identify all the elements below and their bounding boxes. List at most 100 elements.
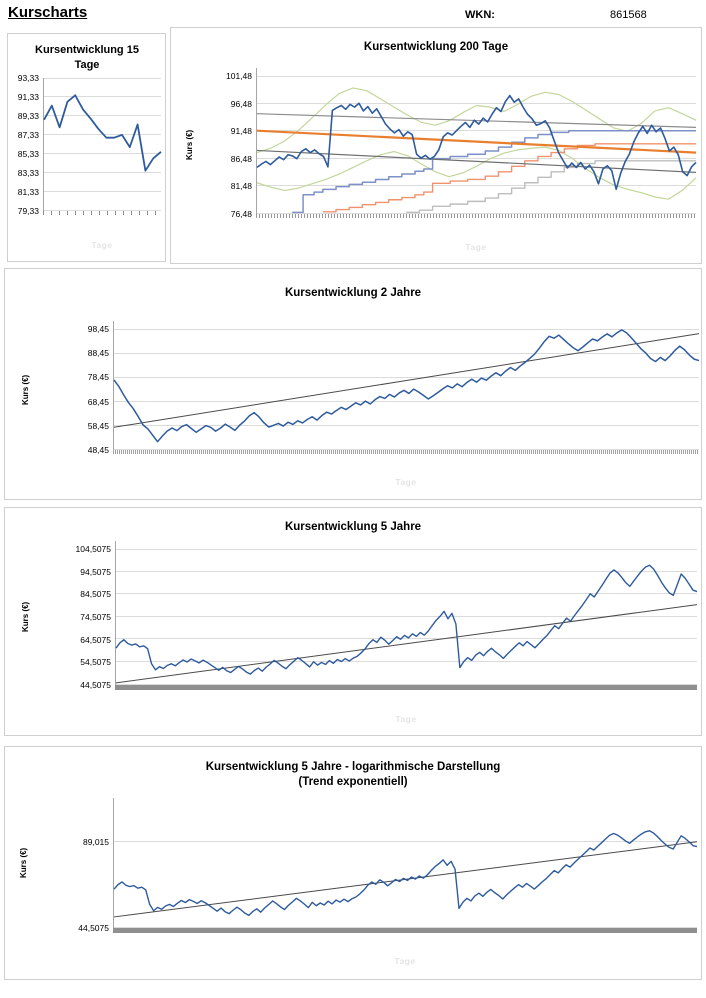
series-trend bbox=[257, 131, 696, 153]
gridline bbox=[116, 661, 697, 662]
plot-area-200-tage bbox=[256, 68, 696, 218]
gridline bbox=[44, 209, 161, 211]
plot-area-15-tage bbox=[43, 77, 161, 215]
chart-5-jahre: Kursentwicklung 5 Jahre Kurs (€) Tage 10… bbox=[4, 507, 702, 736]
y-tick-label: 91,33 bbox=[17, 92, 39, 102]
gridline bbox=[44, 190, 161, 192]
y-tick-label: 85,33 bbox=[17, 149, 39, 159]
y-tick-label: 78,45 bbox=[87, 372, 109, 383]
gridline bbox=[257, 185, 696, 187]
y-axis-label: Kurs (€) bbox=[21, 601, 30, 633]
gridline bbox=[116, 616, 697, 617]
y-axis-label: Kurs (€) bbox=[19, 847, 28, 879]
chart-subtitle: (Trend exponentiell) bbox=[298, 776, 408, 788]
gridline bbox=[114, 448, 699, 450]
gridline bbox=[116, 570, 697, 572]
y-tick-label: 88,45 bbox=[87, 348, 109, 359]
gridline bbox=[116, 638, 697, 640]
chart-15-tage: Kursentwicklung 15 Tage Tage 93,33 91,33 8… bbox=[7, 33, 166, 262]
y-tick-label: 84,5075 bbox=[80, 589, 111, 600]
plot-area-2-jahre bbox=[113, 321, 699, 454]
gridline bbox=[44, 115, 161, 117]
page-title: Kurscharts bbox=[8, 4, 88, 21]
chart-2-jahre: Kursentwicklung 2 Jahre Kurs (€) Tage 98… bbox=[4, 268, 702, 500]
x-axis-title: Tage bbox=[395, 714, 417, 724]
y-tick-label: 104,5075 bbox=[75, 544, 111, 554]
x-axis-ticks bbox=[256, 214, 696, 218]
y-tick-label: 81,48 bbox=[230, 181, 252, 192]
gridline bbox=[257, 157, 696, 159]
chart-title: Kursentwicklung 200 Tage bbox=[363, 41, 509, 53]
y-axis-label: Kurs (€) bbox=[21, 374, 30, 405]
x-axis-title: Tage bbox=[465, 242, 487, 252]
chart-canvas bbox=[257, 76, 696, 213]
x-axis-ticks bbox=[43, 211, 161, 215]
gridline bbox=[44, 171, 161, 173]
chart-title: Kursentwicklung 5 Jahre bbox=[284, 521, 422, 533]
gridline bbox=[257, 75, 696, 77]
series-stufe-lachs bbox=[323, 144, 696, 212]
y-tick-label: 79,33 bbox=[17, 206, 39, 216]
y-tick-label: 89,33 bbox=[17, 111, 39, 121]
y-tick-label: 81,33 bbox=[17, 187, 39, 197]
y-tick-label: 76,48 bbox=[230, 209, 252, 219]
y-tick-label: 44,5075 bbox=[78, 923, 109, 933]
gridline bbox=[44, 96, 161, 98]
y-tick-label: 54,5075 bbox=[80, 657, 111, 668]
y-tick-label: 89,015 bbox=[83, 837, 109, 848]
series-band-unten bbox=[257, 147, 696, 199]
x-axis-title: Tage bbox=[91, 240, 113, 250]
y-axis-stub bbox=[256, 68, 257, 76]
gridline bbox=[114, 328, 699, 330]
y-tick-label: 94,5075 bbox=[80, 566, 111, 577]
series-kurs bbox=[257, 96, 696, 190]
gridline bbox=[114, 926, 697, 928]
gridline bbox=[116, 548, 697, 550]
y-tick-label: 83,33 bbox=[17, 168, 39, 178]
chart-title: Kursentwicklung 5 Jahre - logarithmische… bbox=[205, 761, 501, 773]
y-tick-label: 58,45 bbox=[87, 420, 109, 431]
y-axis-stub bbox=[113, 321, 114, 329]
series-stufe-grau bbox=[406, 161, 696, 213]
wkn-value: 861568 bbox=[610, 9, 647, 21]
chart-200-tage: Kursentwicklung 200 Tage Kurs (€) Tage 1… bbox=[170, 27, 702, 264]
gridline bbox=[114, 376, 699, 378]
y-tick-label: 98,45 bbox=[87, 324, 109, 334]
y-axis-label: Kurs (€) bbox=[185, 129, 194, 161]
x-axis-title: Tage bbox=[395, 477, 417, 487]
y-tick-label: 91,48 bbox=[230, 126, 252, 137]
x-axis-band bbox=[115, 685, 697, 690]
gridline bbox=[114, 424, 699, 426]
gridline bbox=[257, 102, 696, 104]
gridline bbox=[44, 152, 161, 154]
chart-canvas bbox=[114, 798, 697, 927]
y-tick-label: 87,33 bbox=[17, 130, 39, 140]
chart-title: Kursentwicklung 15 Tage bbox=[35, 44, 139, 71]
y-tick-label: 48,45 bbox=[87, 445, 109, 455]
gridline bbox=[114, 841, 697, 843]
x-axis-band bbox=[113, 928, 697, 933]
y-tick-label: 44,5075 bbox=[80, 680, 111, 690]
gridline bbox=[114, 400, 699, 402]
series-trend bbox=[116, 605, 697, 683]
series-kurs bbox=[116, 565, 697, 674]
chart-title: Kursentwicklung 2 Jahre bbox=[284, 287, 422, 299]
x-axis-ticks bbox=[113, 450, 699, 454]
y-tick-label: 101,48 bbox=[226, 71, 252, 81]
chart-canvas bbox=[114, 329, 699, 449]
gridline bbox=[114, 352, 699, 354]
series-kurs bbox=[44, 95, 161, 170]
gridline bbox=[116, 593, 697, 595]
y-tick-label: 64,5075 bbox=[80, 634, 111, 645]
x-axis-title: Tage bbox=[394, 956, 416, 966]
chart-canvas bbox=[116, 549, 697, 684]
series-kurs bbox=[114, 831, 697, 916]
gridline bbox=[44, 77, 161, 79]
series-kurs bbox=[114, 330, 699, 442]
series-kanal-oben bbox=[257, 114, 696, 128]
chart-5-jahre-log: Kursentwicklung 5 Jahre - logarithmische… bbox=[4, 746, 702, 980]
y-tick-label: 74,5075 bbox=[80, 612, 111, 622]
y-tick-label: 96,48 bbox=[230, 98, 252, 109]
gridline bbox=[257, 130, 696, 132]
series-trend bbox=[114, 334, 699, 428]
